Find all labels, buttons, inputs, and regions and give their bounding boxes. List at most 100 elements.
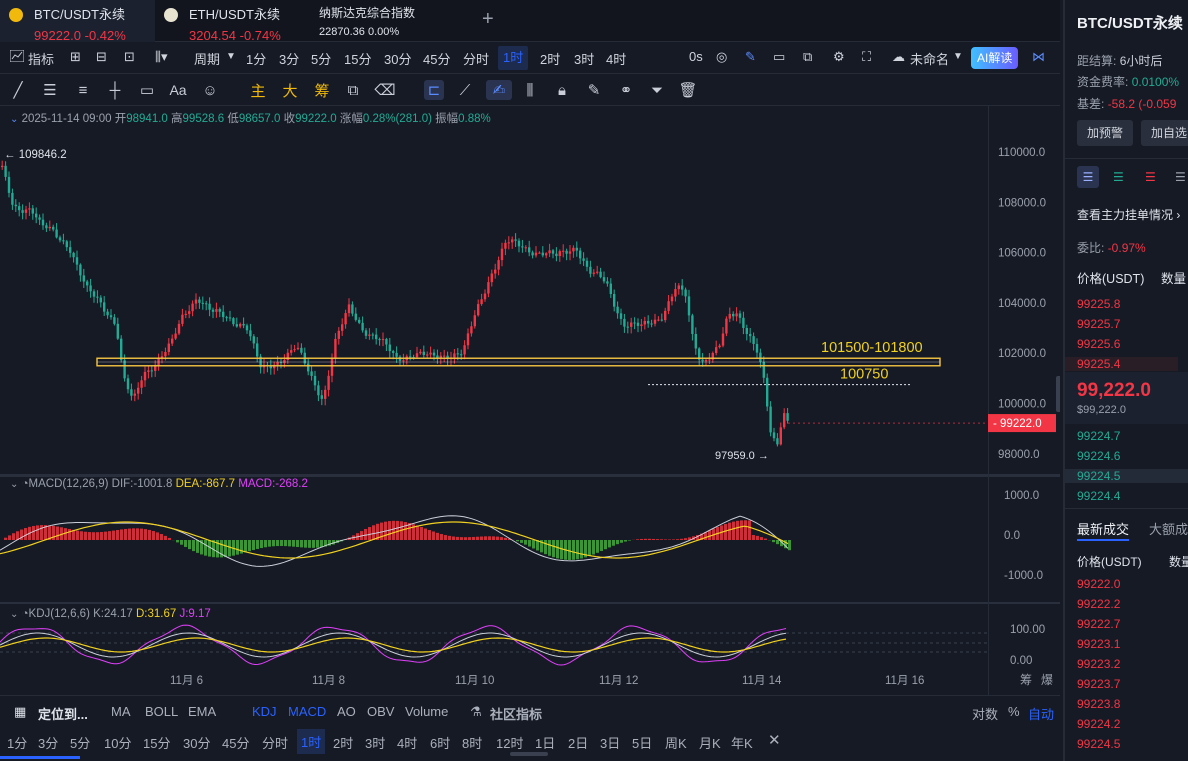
bottom-interval-14[interactable]: 12时 [496,736,524,751]
rectangle-icon[interactable]: ▭ [139,82,155,99]
transform-icon[interactable]: ⧉ [347,81,359,99]
indicator-kdj[interactable]: KDJ [252,704,277,719]
link-icon[interactable]: ⚭ [619,82,633,99]
orderbook-asks-icon[interactable]: ☰ [1145,170,1156,184]
auto-scale-toggle[interactable]: 自动 [1028,707,1055,722]
close-icon[interactable]: ✕ [768,732,781,749]
bottom-interval-5[interactable]: 30分 [183,736,211,751]
ruler-icon[interactable]: ⟋ [459,81,471,99]
bottom-interval-9[interactable]: 2时 [333,736,354,751]
pen-icon[interactable]: ✎ [745,49,756,64]
indicator-button[interactable]: 指标 [28,52,55,67]
big-order-tool[interactable]: 大 [282,82,298,100]
filter-icon[interactable]: ⏷ [650,81,663,99]
ask-price[interactable]: 99225.8 [1077,297,1121,311]
drag-handle[interactable] [510,752,548,756]
bell-icon[interactable]: ◔ [21,478,29,490]
magnet-icon[interactable]: ⊏ [424,80,444,100]
interval-1[interactable]: 3分 [279,52,300,67]
interval-8[interactable]: 2时 [540,52,561,67]
bid-price[interactable]: 99224.4 [1077,489,1121,503]
indicator-volume[interactable]: Volume [405,704,449,719]
tab-latest-trades[interactable]: 最新成交 [1077,522,1130,537]
bottom-interval-0[interactable]: 1分 [7,736,28,751]
bottom-interval-18[interactable]: 5日 [632,736,653,751]
horizontal-lines-icon[interactable]: ≡ [78,81,88,99]
parallel-lines-icon[interactable]: ☰ [43,82,57,99]
interval-3[interactable]: 15分 [344,52,372,67]
bid-price[interactable]: 99224.6 [1077,449,1121,463]
ask-price[interactable]: 99225.7 [1077,317,1121,331]
tab-eth[interactable]: ETH/USDT永续 3204.54 -0.74% [155,0,305,43]
bottom-interval-17[interactable]: 3日 [600,736,621,751]
chevron-down-icon[interactable]: ▼ [953,51,963,62]
eraser-icon[interactable]: ⌫ [374,82,396,99]
bottom-interval-1[interactable]: 3分 [38,736,59,751]
bottom-interval-4[interactable]: 15分 [143,736,171,751]
bottom-interval-21[interactable]: 年K [731,736,753,751]
collapse-icon[interactable]: ⌄ [10,609,19,620]
tab-nasdaq[interactable]: 纳斯达克综合指数 22870.36 0.00% [305,0,470,42]
add-tab-icon[interactable]: + [482,8,494,30]
text-tool[interactable]: Aa [169,82,187,98]
zero-seconds[interactable]: 0s [689,49,703,64]
orderbook-both-icon[interactable]: ☰ [1077,166,1099,188]
interval-7[interactable]: 1时 [498,46,529,70]
ask-price[interactable]: 99225.6 [1077,337,1121,351]
unnamed-layout[interactable]: 未命名 [910,52,950,67]
expand-icon[interactable]: ⛶ [862,49,872,64]
ask-price[interactable]: 99225.4 [1065,357,1178,371]
bottom-interval-13[interactable]: 8时 [462,736,483,751]
bottom-interval-11[interactable]: 4时 [397,736,418,751]
bottom-interval-7[interactable]: 分时 [262,736,289,751]
cloud-icon[interactable]: ☁ [892,49,905,64]
compare-icon[interactable]: ⊞ [70,49,81,64]
bottom-interval-12[interactable]: 6时 [430,736,451,751]
interval-9[interactable]: 3时 [574,52,595,67]
trash-icon[interactable]: 🗑︎ [678,82,698,99]
indicator-boll[interactable]: BOLL [145,704,179,719]
layout-icon[interactable]: ⊟ [96,49,107,64]
template-icon[interactable]: ⊡ [124,49,135,64]
locate-button[interactable]: 定位到... [38,707,88,722]
indicator-obv[interactable]: OBV [367,704,395,719]
period-button[interactable]: 周期 [194,52,221,67]
indicator-macd[interactable]: MACD [288,704,327,719]
main-force-tool[interactable]: 主 [250,82,266,100]
tab-large-trades[interactable]: 大额成 [1149,522,1188,537]
collapse-icon[interactable]: ⌄ [10,479,19,490]
ai-button[interactable]: AI解读 [971,47,1019,69]
chevron-down-icon[interactable]: ▼ [226,51,236,62]
bottom-interval-20[interactable]: 月K [699,736,721,751]
chip-tool[interactable]: 筹 [314,82,330,100]
indicator-ma[interactable]: MA [111,704,131,719]
log-scale-toggle[interactable]: 对数 [972,707,999,722]
add-alert-button[interactable]: 加预警 [1077,120,1133,146]
interval-4[interactable]: 30分 [384,52,412,67]
trendline-icon[interactable]: ╱ [13,82,23,99]
bottom-interval-8[interactable]: 1时 [297,729,326,754]
indicator-ema[interactable]: EMA [188,704,217,719]
comment-icon[interactable]: ▭ [773,49,786,64]
horizontal-ray-icon[interactable]: ┼ [109,81,121,99]
interval-0[interactable]: 1分 [246,52,267,67]
interval-10[interactable]: 4时 [606,52,627,67]
collapse-icon[interactable]: ⌄ [10,114,19,125]
bid-price[interactable]: 99224.7 [1077,429,1121,443]
bottom-interval-16[interactable]: 2日 [568,736,589,751]
bid-price[interactable]: 99224.5 [1065,469,1188,483]
orderbook-menu-icon[interactable]: ☰ [1175,170,1186,184]
interval-5[interactable]: 45分 [423,52,451,67]
interval-2[interactable]: 5分 [311,52,332,67]
bottom-interval-19[interactable]: 周K [665,736,687,751]
indicator-ao[interactable]: AO [337,704,356,719]
chart-stats-icon[interactable]: ⫼ [526,81,534,99]
note-icon[interactable]: ✎ [587,82,601,99]
fullscreen-window-icon[interactable]: ⧉ [803,49,813,64]
bottom-interval-2[interactable]: 5分 [70,736,91,751]
camera-icon[interactable]: ◎ [716,49,728,64]
bottom-interval-6[interactable]: 45分 [222,736,250,751]
orderbook-bids-icon[interactable]: ☰ [1113,170,1124,184]
bottom-interval-15[interactable]: 1日 [535,736,556,751]
emoji-icon[interactable]: ☺ [202,81,218,99]
